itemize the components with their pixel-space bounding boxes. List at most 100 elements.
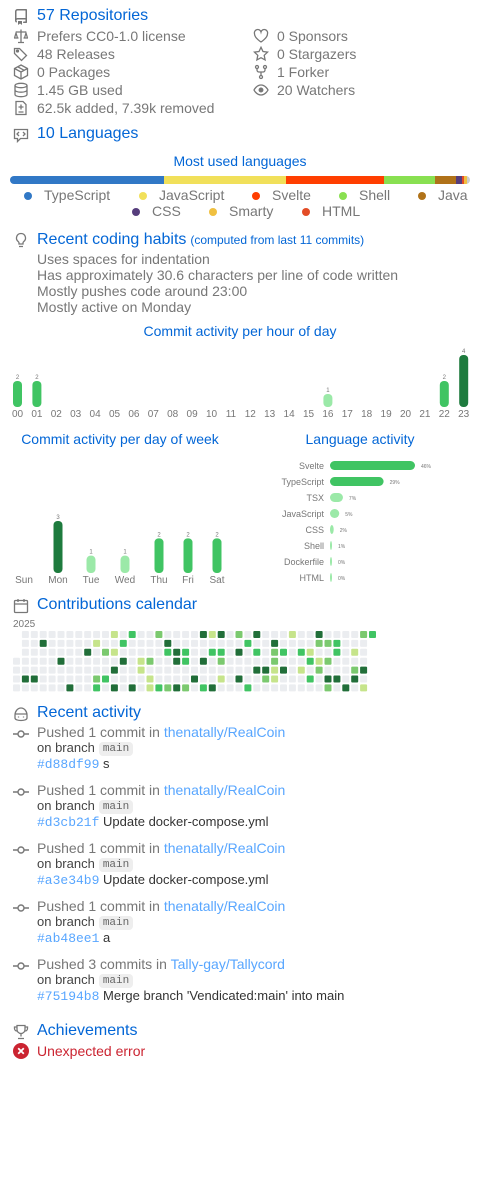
activity-repo-link[interactable]: thenatally/RealCoin [163,898,286,914]
calendar-day-cell [244,666,252,674]
repositories-title[interactable]: 57 Repositories [37,7,149,24]
calendar-day-cell [102,666,109,674]
commit-sha-link[interactable]: #d3cb21f [37,815,100,830]
commit-icon [13,958,29,974]
calendar-day-cell [351,639,359,647]
activity-commit-line: #d3cb21f Update docker-compose.yml [37,814,269,830]
x-circle-icon [13,1043,29,1059]
calendar-day-cell [110,684,118,692]
calendar-day-cell [102,684,109,692]
calendar-day-cell [235,631,243,638]
calendar-day-cell [119,684,127,692]
recent-activity-title[interactable]: Recent activity [37,704,142,721]
calendar-day-cell [30,684,38,692]
watchers-text: 20 Watchers [277,82,356,98]
calendar-day-cell [57,666,65,674]
calendar-title[interactable]: Contributions calendar [37,596,198,613]
calendar-day-cell [271,648,279,656]
calendar-day-cell [262,684,270,692]
calendar-day-cell [102,648,109,656]
activity-repo-link[interactable]: Tally-gay/Tallycord [170,956,285,972]
calendar-day-cell [164,631,172,638]
commit-sha-link[interactable]: #ab48ee1 [37,931,100,946]
language-activity-value: 0% [338,560,346,566]
language-activity-label: Dockerfile [284,557,324,567]
activity-branch-line: on branch main [37,972,134,988]
calendar-day-cell [182,666,190,674]
activity-repo-link[interactable]: thenatally/RealCoin [163,840,286,856]
calendar-day-cell [66,657,74,665]
achievements-title[interactable]: Achievements [37,1022,138,1039]
habit-push-time: Mostly pushes code around 23:00 [37,283,248,299]
calendar-day-cell [128,666,136,674]
calendar-day-cell [21,631,29,638]
calendar-day-cell [102,631,109,638]
calendar-day-cell [280,648,287,656]
calendar-day-cell [315,666,323,674]
calendar-day-cell [297,639,305,647]
calendar-day-cell [271,666,279,674]
calendar-day-cell [21,648,29,656]
hour-bar-value: 2 [16,375,20,381]
calendar-day-cell [146,684,154,692]
activity-repo-link[interactable]: thenatally/RealCoin [163,724,286,740]
calendar-day-cell [351,666,359,674]
language-bar-segment [434,176,456,184]
language-activity-bar [330,493,343,502]
activity-commit-line: #75194b8 Merge branch 'Vendicated:main' … [37,988,344,1004]
legend-item-shell: Shell [339,187,390,203]
calendar-day-cell [217,657,225,665]
calendar-day-cell [217,648,225,656]
activity-repo-link[interactable]: thenatally/RealCoin [163,782,286,798]
calendar-day-cell [128,684,136,692]
calendar-day-cell [324,631,332,638]
language-activity-value: 46% [421,464,432,470]
legend-dot [24,192,32,201]
hour-tick-label: 03 [70,409,82,420]
weekday-tick-label: Wed [115,575,135,586]
activity-commit-line: #d88df99 s [37,756,110,772]
calendar-day-cell [226,657,234,665]
calendar-day-cell [262,648,270,656]
calendar-day-cell [262,675,270,683]
hour-tick-label: 19 [381,409,393,420]
calendar-day-cell [164,666,172,674]
star-icon [253,46,269,62]
hour-bar [323,394,333,407]
weekday-tick-label: Fri [182,575,194,586]
calendar-day-cell [21,666,29,674]
calendar-day-cell [137,684,145,692]
calendar-day-cell [288,675,296,683]
calendar-day-cell [217,684,225,692]
commit-sha-link[interactable]: #d88df99 [37,757,100,772]
calendar-year: 2025 [13,619,36,630]
hour-tick-label: 05 [109,409,121,420]
language-activity-label: TypeScript [281,477,324,487]
calendar-day-cell [226,666,234,674]
language-activity-bar [330,461,415,470]
calendar-day-cell [155,675,163,683]
calendar-day-cell [226,684,234,692]
commit-sha-link[interactable]: #75194b8 [37,989,100,1004]
calendar-day-cell [84,657,92,665]
commit-sha-link[interactable]: #a3e34b9 [37,873,100,888]
activity-text: Pushed 1 commit in [37,782,164,798]
language-activity-title: Language activity [305,431,415,447]
calendar-day-cell [84,631,92,638]
fork-icon [253,64,269,80]
languages-title[interactable]: 10 Languages [37,125,139,142]
calendar-day-cell [315,675,323,683]
calendar-day-cell [253,684,261,692]
calendar-day-cell [75,684,83,692]
calendar-day-cell [280,657,287,665]
commit-message: Merge branch 'Vendicated:main' into main [103,988,345,1003]
lines-changed-text: 62.5k added, 7.39k removed [37,100,215,116]
calendar-day-cell [48,666,56,674]
language-activity-value: 2% [340,528,348,534]
weekday-tick-label: Mon [48,575,67,586]
calendar-day-cell [199,666,207,674]
light-bulb-icon [13,232,29,248]
weekday-bar-value: 1 [89,550,93,556]
habits-title[interactable]: Recent coding habits [37,231,187,248]
hour-tick-label: 11 [226,409,237,420]
